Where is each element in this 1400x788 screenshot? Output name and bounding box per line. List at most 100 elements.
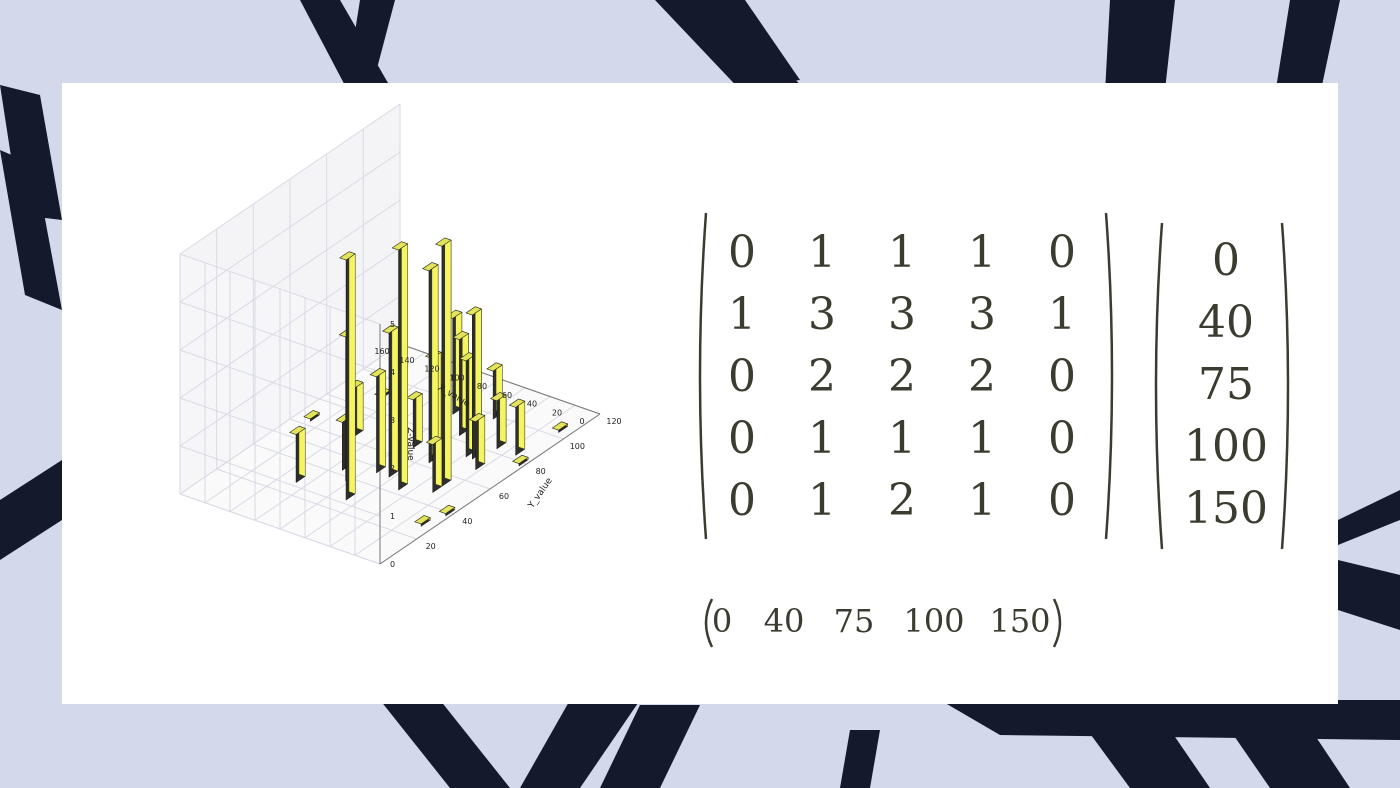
row-vector-entry: 75 — [833, 602, 875, 640]
grid-line — [179, 199, 401, 351]
x-tick-label: 40 — [527, 400, 537, 409]
bar-top — [486, 362, 503, 372]
bar-top — [434, 237, 452, 247]
bar — [489, 392, 507, 450]
bar — [391, 241, 409, 491]
bar — [434, 237, 452, 487]
bar — [512, 454, 529, 467]
grid-line — [179, 493, 381, 565]
x-tick-label: 140 — [399, 356, 414, 365]
row-vector-left-paren — [704, 598, 714, 648]
column-vector-entry: 0 — [1212, 235, 1240, 286]
bar — [303, 410, 321, 422]
row-vector-entry: 40 — [763, 602, 805, 640]
bar-top — [339, 251, 356, 261]
bar-front — [518, 398, 526, 450]
bar-top — [489, 392, 507, 402]
bar — [406, 391, 423, 449]
content-card: 0 20 40 60 80 100 120 140 160 20 40 60 80 100 120 0 1 2 3 4… — [62, 83, 1338, 704]
bar-top — [303, 410, 321, 420]
column-vector-entry: 40 — [1198, 297, 1254, 348]
bar-front — [379, 368, 386, 468]
bar — [438, 504, 456, 517]
bar — [414, 515, 431, 527]
x-tick-label: 60 — [502, 391, 512, 400]
bar-top — [382, 324, 399, 334]
grid-line — [216, 468, 417, 540]
matrix-cell: 0 — [728, 413, 756, 464]
bar-top — [452, 330, 470, 341]
bar-chart-3d: 0 20 40 60 80 100 120 140 160 20 40 60 80 100 120 0 1 2 3 4… — [179, 103, 622, 569]
bar — [425, 435, 443, 494]
matrix-cell: 1 — [968, 413, 996, 464]
x-tick-label: 20 — [552, 408, 562, 417]
z-tick-label: 1 — [390, 512, 395, 521]
y-tick-label: 100 — [570, 442, 585, 451]
bar-top — [508, 398, 526, 408]
bar-top — [438, 504, 456, 514]
z-axis-label: Z-Value — [405, 427, 415, 461]
matrix-cell: 1 — [968, 475, 996, 526]
grid-line — [179, 103, 401, 255]
bar — [289, 425, 306, 484]
matrix-cell: 1 — [808, 475, 836, 526]
row-vector-entry: 100 — [903, 602, 965, 640]
matrix-cell: 0 — [1048, 475, 1076, 526]
z-tick-label: 3 — [390, 416, 395, 425]
matrix-cell: 2 — [888, 351, 916, 402]
matrix-cell: 2 — [808, 351, 836, 402]
bar-top — [425, 435, 443, 445]
matrix-left-paren — [698, 212, 708, 540]
y-tick-label: 80 — [536, 467, 546, 476]
matrix-cell: 0 — [1048, 413, 1076, 464]
z-tick-label: 4 — [390, 368, 395, 377]
column-vector-entry: 150 — [1184, 483, 1268, 534]
matrix-cell: 1 — [808, 413, 836, 464]
x-tick-label: 80 — [477, 382, 487, 391]
matrix-cell: 3 — [968, 289, 996, 340]
matrix-cell: 0 — [728, 227, 756, 278]
row-vector-right-paren — [1052, 598, 1062, 648]
matrix-cell: 1 — [728, 289, 756, 340]
bar — [508, 398, 526, 456]
matrix-cell: 3 — [808, 289, 836, 340]
z-tick-label: 2 — [390, 464, 395, 473]
column-vector-entry: 100 — [1184, 421, 1268, 472]
bar-front — [435, 435, 443, 487]
bar-top — [468, 413, 486, 423]
matrix-cell: 2 — [968, 351, 996, 402]
chart-bars — [289, 237, 569, 527]
x-tick-label: 100 — [449, 373, 464, 382]
grid-line — [179, 151, 401, 303]
matrix-cell: 0 — [1048, 351, 1076, 402]
row-vector-entry: 0 — [711, 602, 733, 640]
bar-top — [406, 391, 423, 401]
y-axis-line — [379, 413, 601, 565]
bar-front — [391, 324, 399, 472]
bar — [382, 324, 399, 478]
bar-front — [356, 379, 364, 431]
matrix-cell: 0 — [728, 351, 756, 402]
bar-front — [478, 412, 486, 464]
column-vector-right-paren — [1280, 222, 1290, 550]
grid-line — [179, 445, 381, 517]
y-axis-label: Y_value — [526, 476, 555, 511]
grid-line — [179, 295, 401, 447]
grid-line — [179, 343, 401, 495]
y-tick-label: 40 — [462, 517, 472, 526]
matrix-cell: 1 — [808, 227, 836, 278]
matrix-cell: 0 — [1048, 227, 1076, 278]
x-tick-label: 160 — [374, 347, 389, 356]
matrix-cell: 1 — [888, 413, 916, 464]
y-tick-label: 20 — [426, 542, 436, 551]
matrix-cell: 1 — [968, 227, 996, 278]
matrix-cell: 3 — [888, 289, 916, 340]
bar-top — [422, 262, 439, 272]
grid-line — [179, 247, 401, 399]
bar — [468, 412, 486, 471]
column-vector-left-paren — [1154, 222, 1164, 550]
y-tick-label: 60 — [499, 492, 509, 501]
matrix-right-paren — [1104, 212, 1114, 540]
bar-front — [499, 392, 507, 443]
